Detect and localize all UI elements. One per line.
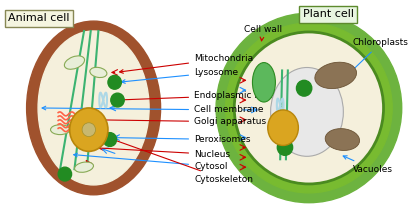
Ellipse shape — [82, 123, 95, 136]
Ellipse shape — [268, 110, 298, 146]
Text: Lysosome: Lysosome — [121, 68, 238, 83]
Ellipse shape — [226, 23, 392, 193]
Ellipse shape — [26, 21, 160, 195]
Text: Cytosol: Cytosol — [74, 153, 228, 171]
Circle shape — [297, 80, 312, 96]
Ellipse shape — [75, 162, 94, 172]
Text: Animal cell: Animal cell — [8, 13, 70, 23]
Text: Plant cell: Plant cell — [302, 9, 354, 19]
Ellipse shape — [315, 62, 357, 89]
Ellipse shape — [70, 108, 108, 151]
Ellipse shape — [325, 129, 360, 150]
Text: Chloroplasts: Chloroplasts — [350, 38, 409, 73]
Ellipse shape — [234, 32, 383, 184]
Circle shape — [108, 75, 121, 89]
Text: Nucleus: Nucleus — [93, 146, 230, 159]
Circle shape — [58, 167, 71, 181]
Ellipse shape — [216, 13, 402, 203]
Ellipse shape — [50, 125, 70, 135]
Ellipse shape — [38, 31, 149, 185]
Circle shape — [103, 133, 117, 146]
Circle shape — [277, 139, 293, 155]
Text: Endoplasmic reticulum: Endoplasmic reticulum — [120, 91, 298, 102]
Text: Cell membrane: Cell membrane — [42, 105, 264, 114]
Text: Cytoskeleton: Cytoskeleton — [75, 126, 253, 184]
Circle shape — [111, 93, 124, 107]
Text: Peroxisomes: Peroxisomes — [114, 135, 251, 144]
Text: Mitochondria: Mitochondria — [120, 54, 253, 73]
Text: Cell wall: Cell wall — [244, 25, 282, 41]
Ellipse shape — [90, 67, 107, 77]
Ellipse shape — [64, 56, 84, 69]
Ellipse shape — [252, 63, 276, 102]
Text: Vacuoles: Vacuoles — [343, 156, 393, 174]
Ellipse shape — [270, 67, 343, 156]
Text: Golgi apparatus: Golgi apparatus — [97, 117, 266, 126]
